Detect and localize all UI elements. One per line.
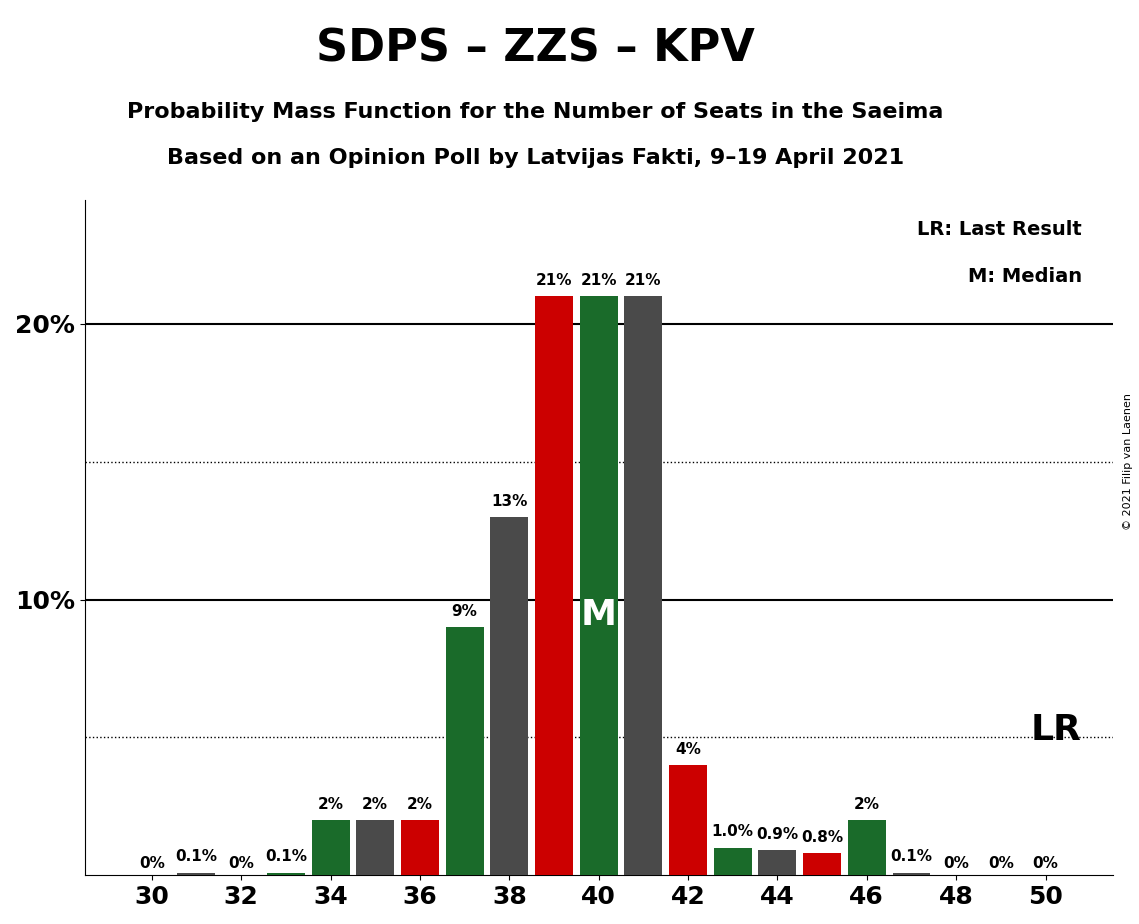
Bar — [803, 853, 841, 875]
Text: 9%: 9% — [452, 604, 477, 619]
Bar — [178, 872, 215, 875]
Text: 2%: 2% — [318, 796, 344, 812]
Text: 0.1%: 0.1% — [175, 849, 218, 864]
Bar — [624, 297, 663, 875]
Text: 0.1%: 0.1% — [265, 849, 306, 864]
Bar — [714, 847, 752, 875]
Text: 0%: 0% — [943, 857, 969, 871]
Text: 2%: 2% — [854, 796, 879, 812]
Text: 0.8%: 0.8% — [801, 830, 843, 845]
Bar — [357, 821, 394, 875]
Text: 2%: 2% — [407, 796, 433, 812]
Bar — [535, 297, 573, 875]
Text: 0%: 0% — [988, 857, 1014, 871]
Text: 13%: 13% — [491, 493, 527, 508]
Bar — [580, 297, 617, 875]
Text: Based on an Opinion Poll by Latvijas Fakti, 9–19 April 2021: Based on an Opinion Poll by Latvijas Fak… — [166, 148, 904, 168]
Text: 21%: 21% — [625, 273, 662, 288]
Text: 0.9%: 0.9% — [756, 827, 798, 842]
Text: M: Median: M: Median — [968, 267, 1082, 286]
Bar — [312, 821, 350, 875]
Text: 21%: 21% — [581, 273, 617, 288]
Bar — [669, 765, 707, 875]
Text: 0%: 0% — [1033, 857, 1058, 871]
Bar — [847, 821, 886, 875]
Text: 21%: 21% — [535, 273, 572, 288]
Bar — [445, 627, 484, 875]
Text: SDPS – ZZS – KPV: SDPS – ZZS – KPV — [316, 28, 755, 71]
Text: © 2021 Filip van Laenen: © 2021 Filip van Laenen — [1123, 394, 1133, 530]
Text: LR: Last Result: LR: Last Result — [917, 220, 1082, 239]
Text: 0.1%: 0.1% — [891, 849, 933, 864]
Text: 1.0%: 1.0% — [712, 824, 754, 839]
Bar — [267, 872, 305, 875]
Text: 0%: 0% — [139, 857, 165, 871]
Text: M: M — [581, 598, 616, 632]
Text: Probability Mass Function for the Number of Seats in the Saeima: Probability Mass Function for the Number… — [128, 102, 943, 122]
Bar — [759, 850, 796, 875]
Text: 2%: 2% — [362, 796, 388, 812]
Text: 0%: 0% — [228, 857, 254, 871]
Bar — [401, 821, 439, 875]
Text: LR: LR — [1031, 713, 1082, 748]
Bar — [893, 872, 931, 875]
Bar — [490, 517, 528, 875]
Text: 4%: 4% — [675, 742, 700, 757]
